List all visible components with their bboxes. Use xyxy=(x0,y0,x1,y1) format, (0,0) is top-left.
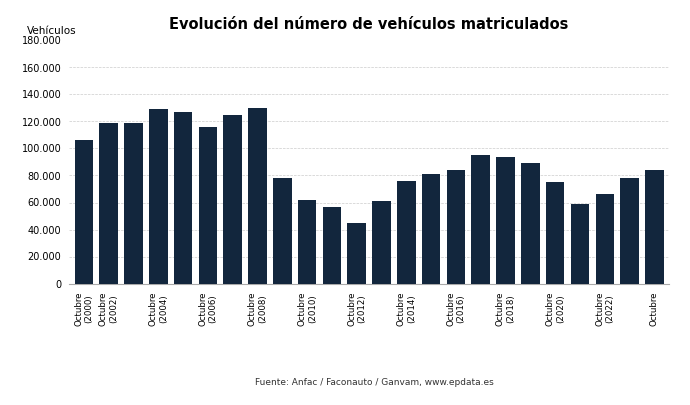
Bar xyxy=(149,109,168,284)
Bar xyxy=(298,200,317,284)
Bar xyxy=(248,108,267,284)
Bar xyxy=(397,181,415,284)
Bar xyxy=(348,223,366,284)
Bar xyxy=(521,163,540,284)
Bar xyxy=(496,157,515,284)
Bar xyxy=(645,170,664,284)
Bar xyxy=(372,201,391,284)
Title: Evolución del número de vehículos matriculados: Evolución del número de vehículos matric… xyxy=(170,17,569,32)
Bar xyxy=(224,115,242,284)
Bar xyxy=(571,204,589,284)
Bar xyxy=(174,112,193,284)
Bar xyxy=(471,155,490,284)
Bar xyxy=(199,127,217,284)
Bar xyxy=(99,123,118,284)
Bar xyxy=(75,141,93,284)
Bar xyxy=(422,174,440,284)
Text: Vehículos: Vehículos xyxy=(27,26,77,36)
Bar xyxy=(323,207,342,284)
Bar xyxy=(273,178,292,284)
Bar xyxy=(620,178,639,284)
Bar xyxy=(595,194,614,284)
Bar xyxy=(446,170,465,284)
Bar xyxy=(124,123,143,284)
Bar xyxy=(546,182,564,284)
Text: Fuente: Anfac / Faconauto / Ganvam, www.epdata.es: Fuente: Anfac / Faconauto / Ganvam, www.… xyxy=(255,378,494,387)
